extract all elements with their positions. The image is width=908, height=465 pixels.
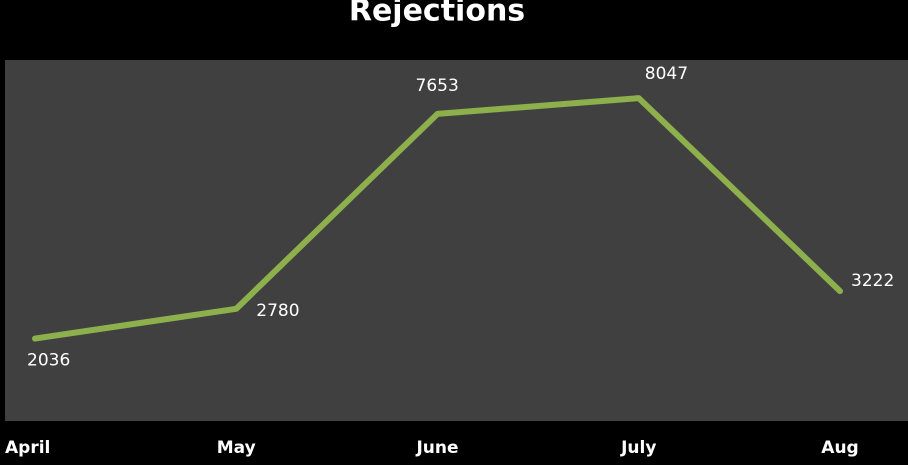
data-label: 2780: [256, 301, 299, 321]
plot-area: [5, 60, 908, 421]
data-line: [32, 95, 843, 342]
data-label: 7653: [416, 76, 459, 96]
x-tick-label: May: [217, 438, 256, 458]
data-label: 8047: [645, 64, 688, 84]
x-tick-label: Aug: [821, 438, 858, 458]
chart-title: Rejections: [349, 0, 525, 29]
x-tick-label: April: [5, 438, 50, 458]
data-label: 2036: [27, 351, 70, 371]
data-label: 3222: [851, 271, 894, 291]
x-tick-label: July: [620, 438, 656, 458]
x-tick-label: June: [415, 438, 458, 458]
